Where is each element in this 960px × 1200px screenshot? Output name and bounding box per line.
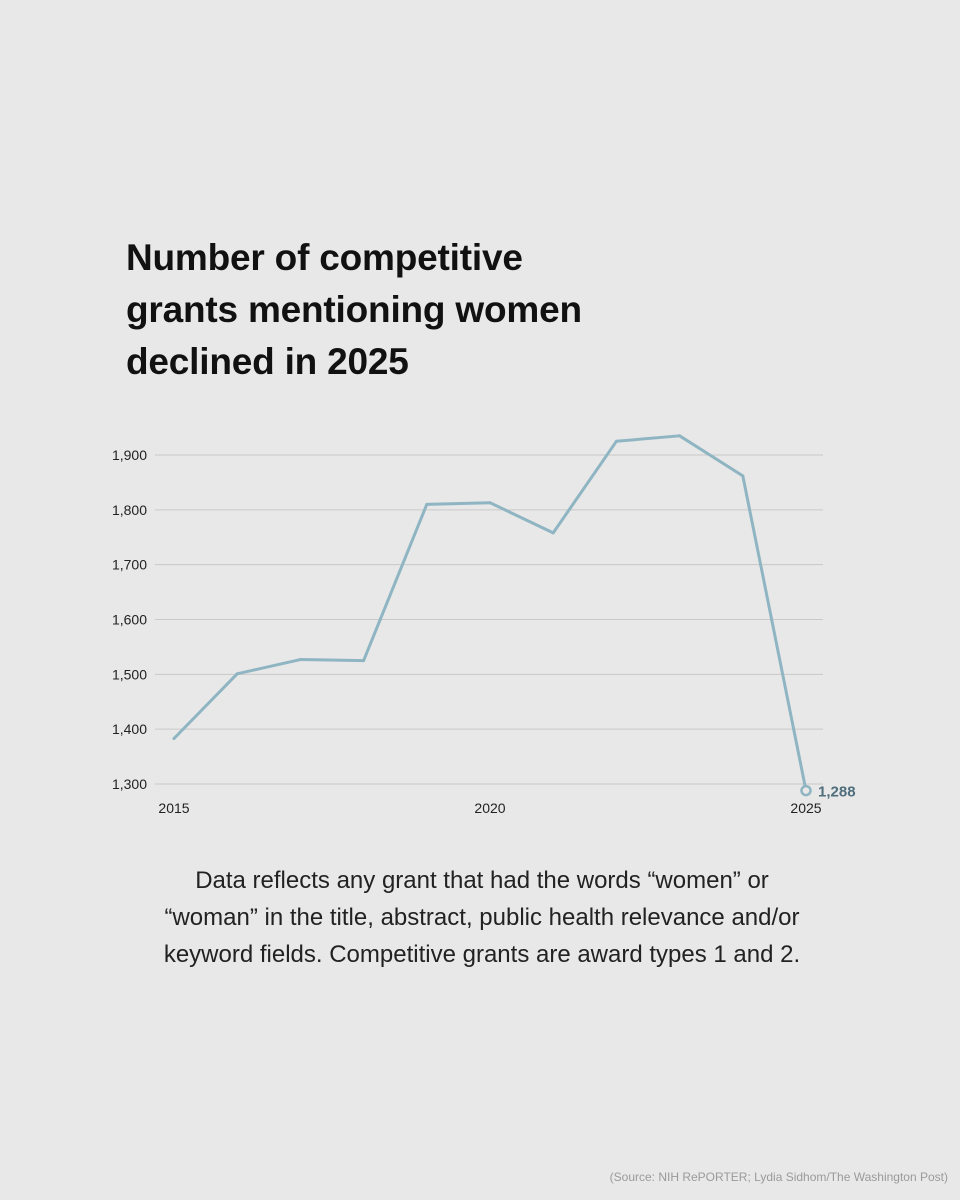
line-chart: 1,900 1,800 1,700 1,600 1,500 1,400 1,300 2015… (112, 434, 856, 816)
x-tick-label: 2025 (790, 800, 821, 816)
y-tick-label: 1,300 (112, 776, 147, 792)
x-tick-label: 2015 (158, 800, 189, 816)
chart-title: Number of competitive grants mentioning … (126, 232, 686, 388)
y-axis-tick-labels: 1,900 1,800 1,700 1,600 1,500 1,400 1,300 (112, 447, 147, 792)
chart-note-line-1: Data reflects any grant that had the wor… (195, 867, 769, 894)
y-tick-label: 1,700 (112, 557, 147, 573)
annotation-layer: 1,288 (800, 784, 856, 801)
y-tick-label: 1,400 (112, 721, 147, 737)
end-point-marker (800, 784, 812, 797)
series-line (172, 434, 808, 793)
data-point (551, 531, 555, 535)
data-point (298, 658, 302, 662)
data-point (425, 502, 429, 506)
grid-lines (155, 454, 823, 785)
y-tick-label: 1,800 (112, 502, 147, 518)
chart-title-line-1: Number of competitive (126, 237, 523, 278)
data-point (235, 672, 239, 676)
series-layer (172, 434, 808, 793)
x-axis-tick-labels: 2015 2020 2025 (158, 800, 821, 816)
end-value-label: 1,288 (818, 784, 856, 801)
chart-note-line-2: “woman” in the title, abstract, public h… (164, 904, 800, 931)
data-point (488, 501, 492, 505)
data-point (172, 736, 176, 740)
data-point (741, 474, 745, 478)
data-point (614, 439, 618, 443)
x-tick-label: 2020 (474, 800, 505, 816)
chart-title-line-3: declined in 2025 (126, 341, 409, 382)
chart-note-line-3: keyword fields. Competitive grants are a… (163, 941, 801, 968)
y-tick-label: 1,500 (112, 666, 147, 682)
y-tick-label: 1,900 (112, 447, 147, 463)
data-point (362, 659, 366, 663)
y-tick-label: 1,600 (112, 612, 147, 628)
data-point (678, 434, 682, 438)
chart-note: Data reflects any grant that had the wor… (112, 862, 852, 973)
chart-title-line-2: grants mentioning women (126, 289, 582, 330)
source-credit: (Source: NIH RePORTER; Lydia Sidhom/The … (609, 1170, 948, 1184)
